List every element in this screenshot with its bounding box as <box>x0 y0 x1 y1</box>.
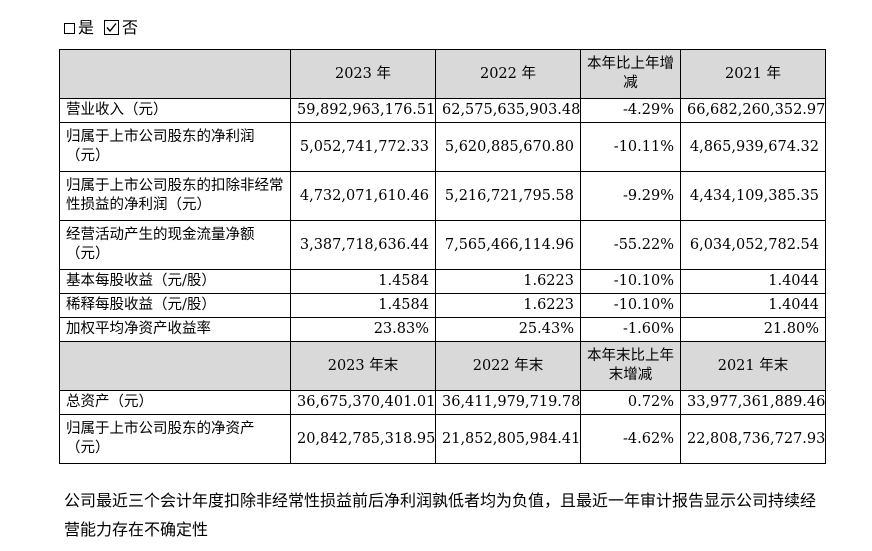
cell-2023: 3,387,718,636.44 <box>290 220 436 270</box>
header-blank-cell <box>59 341 291 391</box>
cell-2023: 36,675,370,401.01 <box>290 390 436 415</box>
cell-change: -9.29% <box>580 171 681 221</box>
footnote-text: 公司最近三个会计年度扣除非经常性损益前后净利润孰低者均为负值，且最近一年审计报告… <box>64 491 817 539</box>
cell-change: -55.22% <box>580 220 681 270</box>
cell-2022: 5,216,721,795.58 <box>435 171 581 221</box>
cell-change: -10.10% <box>580 269 681 294</box>
cell-2021: 1.4044 <box>680 269 826 294</box>
cell-2021: 33,977,361,889.46 <box>680 390 826 415</box>
cell-2023: 59,892,963,176.51 <box>290 98 436 123</box>
cell-2021: 4,434,109,385.35 <box>680 171 826 221</box>
cell-2022: 25.43% <box>435 317 581 342</box>
cell-2021: 6,034,052,782.54 <box>680 220 826 270</box>
row-label: 归属于上市公司股东的净资产（元） <box>59 414 291 464</box>
row-label: 稀释每股收益（元/股） <box>59 293 291 318</box>
table-row: 经营活动产生的现金流量净额（元） 3,387,718,636.44 7,565,… <box>59 220 826 270</box>
financial-data-table: 2023 年 2022 年 本年比上年增减 2021 年 营业收入（元） 59,… <box>59 49 826 464</box>
table-row: 加权平均净资产收益率 23.83% 25.43% -1.60% 21.80% <box>59 317 826 342</box>
cell-change: -4.62% <box>580 414 681 464</box>
cell-change: -10.10% <box>580 293 681 318</box>
table-header-row: 2023 年 2022 年 本年比上年增减 2021 年 <box>59 49 826 99</box>
row-label: 基本每股收益（元/股） <box>59 269 291 294</box>
cell-2021: 21.80% <box>680 317 826 342</box>
table-row: 归属于上市公司股东的净利润（元） 5,052,741,772.33 5,620,… <box>59 122 826 172</box>
cell-2022: 21,852,805,984.41 <box>435 414 581 464</box>
cell-2022: 36,411,979,719.78 <box>435 390 581 415</box>
cell-change: -1.60% <box>580 317 681 342</box>
header-blank-cell <box>59 49 291 99</box>
header-2021-end: 2021 年末 <box>680 341 826 391</box>
row-label: 加权平均净资产收益率 <box>59 317 291 342</box>
table-row: 归属于上市公司股东的净资产（元） 20,842,785,318.95 21,85… <box>59 414 826 464</box>
table-row: 稀释每股收益（元/股） 1.4584 1.6223 -10.10% 1.4044 <box>59 293 826 318</box>
table-row: 总资产（元） 36,675,370,401.01 36,411,979,719.… <box>59 390 826 415</box>
cell-2022: 62,575,635,903.48 <box>435 98 581 123</box>
cell-2023: 20,842,785,318.95 <box>290 414 436 464</box>
cell-2022: 1.6223 <box>435 293 581 318</box>
cell-2022: 5,620,885,670.80 <box>435 122 581 172</box>
cell-2021: 22,808,736,727.93 <box>680 414 826 464</box>
yes-no-selector: 是 否 <box>64 14 138 38</box>
row-label: 营业收入（元） <box>59 98 291 123</box>
cell-change: 0.72% <box>580 390 681 415</box>
header-2023-end: 2023 年末 <box>290 341 436 391</box>
checkbox-unchecked-icon[interactable] <box>64 22 75 34</box>
header-change-end: 本年末比上年末增减 <box>580 341 681 391</box>
checkbox-checked-icon[interactable] <box>104 19 120 35</box>
cell-2021: 4,865,939,674.32 <box>680 122 826 172</box>
yes-label: 是 <box>78 18 95 37</box>
header-2022-end: 2022 年末 <box>435 341 581 391</box>
cell-2023: 1.4584 <box>290 269 436 294</box>
cell-2023: 1.4584 <box>290 293 436 318</box>
table-row: 归属于上市公司股东的扣除非经常性损益的净利润（元） 4,732,071,610.… <box>59 171 826 221</box>
cell-change: -10.11% <box>580 122 681 172</box>
header-2023: 2023 年 <box>290 49 436 99</box>
cell-2021: 1.4044 <box>680 293 826 318</box>
cell-2021: 66,682,260,352.97 <box>680 98 826 123</box>
cell-change: -4.29% <box>580 98 681 123</box>
row-label: 总资产（元） <box>59 390 291 415</box>
cell-2023: 5,052,741,772.33 <box>290 122 436 172</box>
table-row: 基本每股收益（元/股） 1.4584 1.6223 -10.10% 1.4044 <box>59 269 826 294</box>
row-label: 归属于上市公司股东的扣除非经常性损益的净利润（元） <box>59 171 291 221</box>
row-label: 经营活动产生的现金流量净额（元） <box>59 220 291 270</box>
cell-2023: 23.83% <box>290 317 436 342</box>
header-2022: 2022 年 <box>435 49 581 99</box>
table-row: 营业收入（元） 59,892,963,176.51 62,575,635,903… <box>59 98 826 123</box>
cell-2022: 7,565,466,114.96 <box>435 220 581 270</box>
cell-2023: 4,732,071,610.46 <box>290 171 436 221</box>
table-header-row: 2023 年末 2022 年末 本年末比上年末增减 2021 年末 <box>59 341 826 391</box>
header-change: 本年比上年增减 <box>580 49 681 99</box>
cell-2022: 1.6223 <box>435 269 581 294</box>
row-label: 归属于上市公司股东的净利润（元） <box>59 122 291 172</box>
header-2021: 2021 年 <box>680 49 826 99</box>
no-label: 否 <box>122 18 139 37</box>
